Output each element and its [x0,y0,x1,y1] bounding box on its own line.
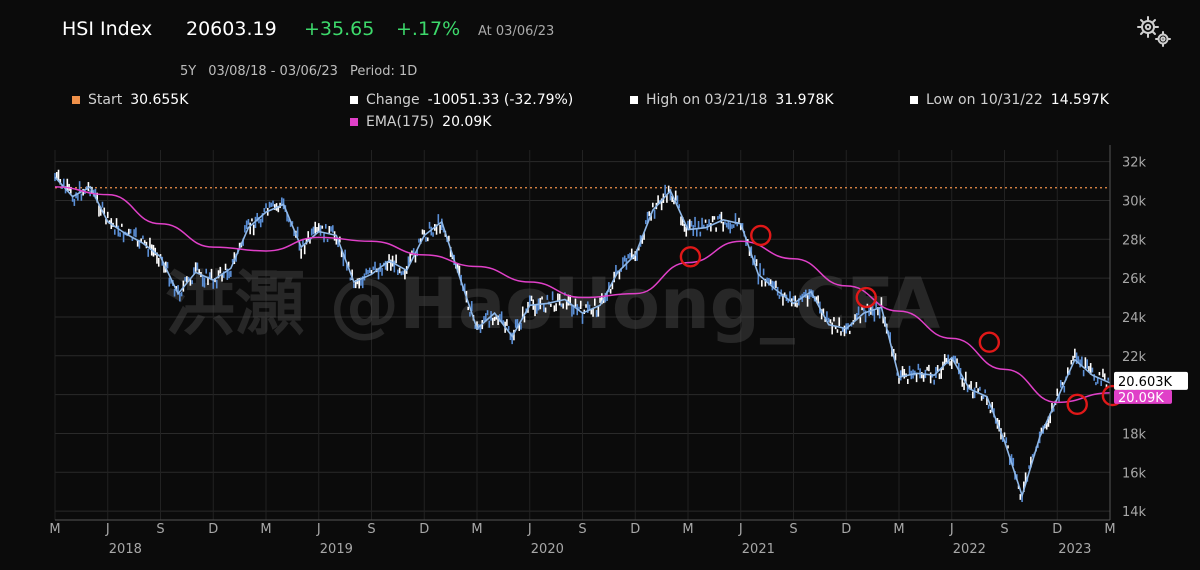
y-tick-label: 16k [1122,466,1147,481]
legend-low-value: 14.597K [1050,92,1109,108]
legend-high-value: 31.978K [775,92,834,108]
x-year-label: 2019 [320,542,353,557]
as-of-date: At 03/06/23 [478,24,555,39]
x-year-label: 2018 [109,542,142,557]
y-tick-label: 28k [1122,233,1147,248]
x-month-label: D [630,522,640,537]
ema-price-label: 20.09K [1118,391,1164,406]
range-bar: 5Y 03/08/18 - 03/06/23 Period: 1D [180,64,429,79]
x-month-label: S [789,522,797,537]
x-month-label: S [367,522,375,537]
x-month-label: D [841,522,851,537]
price-series-line [54,176,1111,499]
ema-touch-circle [679,246,702,268]
x-month-label: M [1104,522,1115,537]
price-tags: 20.09K 20.603K [1114,371,1188,406]
legend-change-label: Change [366,92,420,108]
period-setting[interactable]: Period: 1D [349,64,418,79]
period-length[interactable]: 5Y [180,64,197,79]
ema-series-line [54,186,1111,404]
gear-icon[interactable] [1134,14,1174,48]
ema-touch-circle [1066,393,1088,416]
ema-touch-circle [855,286,877,309]
ema-touch-circle [750,224,772,247]
y-tick-label: 14k [1122,505,1147,520]
x-month-label: J [527,522,532,537]
x-month-label: M [49,522,60,537]
x-year-label: 2022 [953,542,986,557]
legend-low-label: Low on 10/31/22 [926,92,1043,108]
ema-touch-circle [978,331,1001,353]
last-price-tag [1114,371,1188,390]
change-swatch [350,96,358,104]
ema-touch-markers [679,224,1124,416]
high-swatch [630,96,638,104]
x-month-label: J [316,522,321,537]
x-month-label: D [419,522,429,537]
ema-swatch [350,118,358,126]
legend-high-label: High on 03/21/18 [646,92,768,108]
ticker-symbol[interactable]: HSI Index [62,18,153,40]
legend-start: Start 30.655K [72,92,188,108]
ema-price-tag [1114,389,1172,404]
x-month-label: M [471,522,482,537]
legend-ema-label: EMA(175) [366,114,435,130]
y-tick-label: 24k [1122,311,1147,326]
legend-ema: EMA(175) 20.09K [350,114,491,130]
x-month-label: M [260,522,271,537]
x-month-label: S [578,522,586,537]
x-year-label: 2020 [531,542,564,557]
y-tick-label: 18k [1122,427,1147,442]
x-month-label: J [738,522,743,537]
date-range[interactable]: 03/08/18 - 03/06/23 [208,64,338,79]
x-month-label: J [949,522,954,537]
y-tick-label: 30k [1122,194,1147,209]
x-month-label: J [105,522,110,537]
low-swatch [910,96,918,104]
legend-start-value: 30.655K [130,92,189,108]
last-price: 20603.19 [186,18,277,40]
legend-start-label: Start [88,92,123,108]
x-year-label: 2023 [1058,542,1091,557]
x-month-label: S [156,522,164,537]
watermark-text: 洪灝 @HaoHong_CFA [165,263,940,345]
chart-grid [54,150,1111,520]
start-swatch [72,96,80,104]
net-change: +35.65 [304,18,375,40]
legend-low: Low on 10/31/22 14.597K [910,92,1109,108]
legend-change: Change -10051.33 (-32.79%) [350,92,573,108]
x-axis: M J S D M J S D M J S D M J S D M J S D M 2018 2019 2020 2021 202… [49,522,1115,557]
y-tick-label: 32k [1122,156,1147,171]
x-month-label: M [682,522,693,537]
x-month-label: D [1052,522,1062,537]
y-tick-label: 26k [1122,272,1147,287]
last-price-label: 20.603K [1118,375,1172,390]
percent-change: +.17% [396,18,461,40]
legend-high: High on 03/21/18 31.978K [630,92,834,108]
x-month-label: M [893,522,904,537]
y-tick-label: 22k [1122,350,1147,365]
x-year-label: 2021 [742,542,775,557]
x-month-label: S [1000,522,1008,537]
legend-change-value: -10051.33 (-32.79%) [427,92,574,108]
quote-header: HSI Index 20603.19 +35.65 +.17% At 03/06… [62,18,554,40]
x-month-label: D [208,522,218,537]
legend-ema-value: 20.09K [442,114,492,130]
